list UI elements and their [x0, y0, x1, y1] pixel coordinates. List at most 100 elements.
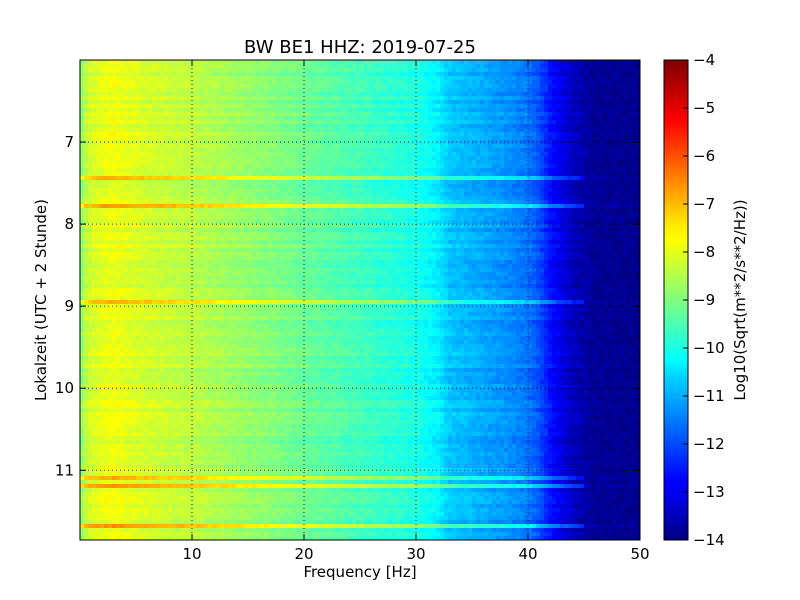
heatmap-cell [208, 92, 213, 97]
heatmap-cell [468, 96, 473, 101]
heatmap-cell [132, 140, 137, 145]
heatmap-cell [196, 156, 201, 161]
heatmap-cell [176, 108, 181, 113]
heatmap-cell [160, 188, 165, 193]
heatmap-cell [372, 60, 377, 65]
heatmap-cell [512, 80, 517, 85]
heatmap-cell [268, 188, 273, 193]
heatmap-cell [208, 64, 213, 69]
heatmap-cell [456, 164, 461, 169]
heatmap-cell [580, 148, 585, 153]
heatmap-cell [284, 200, 289, 205]
heatmap-cell [608, 140, 613, 145]
heatmap-cell [244, 140, 249, 145]
heatmap-cell [448, 88, 453, 93]
heatmap-cell [248, 124, 253, 129]
heatmap-cell [120, 124, 125, 129]
heatmap-cell [496, 192, 501, 197]
heatmap-cell [80, 92, 85, 97]
heatmap-cell [392, 160, 397, 165]
heatmap-cell [88, 192, 93, 197]
heatmap-cell [404, 172, 409, 177]
heatmap-cell [548, 104, 553, 109]
heatmap-cell [320, 60, 325, 65]
heatmap-cell [636, 116, 640, 121]
heatmap-cell [316, 148, 321, 153]
heatmap-cell [172, 96, 177, 101]
heatmap-cell [144, 180, 149, 185]
heatmap-cell [244, 172, 249, 177]
heatmap-cell [228, 112, 233, 117]
heatmap-cell [104, 184, 109, 189]
heatmap-cell [420, 200, 425, 205]
heatmap-cell [348, 116, 353, 121]
heatmap-cell [372, 144, 377, 149]
heatmap-cell [228, 180, 233, 185]
heatmap-cell [196, 124, 201, 129]
heatmap-cell [128, 196, 133, 201]
heatmap-cell [272, 152, 277, 157]
heatmap-cell [432, 176, 437, 181]
heatmap-cell [380, 72, 385, 77]
heatmap-cell [152, 176, 157, 181]
heatmap-cell [448, 168, 453, 173]
heatmap-cell [616, 96, 621, 101]
heatmap-cell [504, 92, 509, 97]
heatmap-cell [264, 176, 269, 181]
heatmap-cell [420, 192, 425, 197]
heatmap-cell [328, 84, 333, 89]
heatmap-cell [88, 64, 93, 69]
heatmap-cell [408, 184, 413, 189]
heatmap-cell [632, 96, 637, 101]
heatmap-cell [580, 120, 585, 125]
heatmap-cell [396, 68, 401, 73]
heatmap-cell [604, 104, 609, 109]
heatmap-cell [408, 124, 413, 129]
heatmap-cell [180, 148, 185, 153]
heatmap-cell [108, 180, 113, 185]
heatmap-cell [616, 108, 621, 113]
heatmap-cell [636, 172, 640, 177]
heatmap-cell [124, 132, 129, 137]
heatmap-cell [336, 176, 341, 181]
heatmap-cell [608, 144, 613, 149]
heatmap-cell [552, 120, 557, 125]
heatmap-cell [556, 132, 561, 137]
heatmap-cell [180, 176, 185, 181]
heatmap-cell [144, 148, 149, 153]
heatmap-cell [448, 128, 453, 133]
heatmap-cell [208, 136, 213, 141]
heatmap-cell [292, 112, 297, 117]
heatmap-cell [272, 92, 277, 97]
heatmap-cell [96, 164, 101, 169]
heatmap-cell [556, 60, 561, 65]
heatmap-cell [364, 196, 369, 201]
heatmap-cell [440, 104, 445, 109]
heatmap-cell [104, 188, 109, 193]
heatmap-cell [336, 64, 341, 69]
heatmap-cell [500, 104, 505, 109]
heatmap-cell [112, 128, 117, 133]
heatmap-cell [300, 96, 305, 101]
heatmap-cell [256, 156, 261, 161]
heatmap-cell [476, 88, 481, 93]
heatmap-cell [280, 136, 285, 141]
heatmap-cell [600, 84, 605, 89]
heatmap-cell [296, 180, 301, 185]
heatmap-cell [476, 180, 481, 185]
heatmap-cell [440, 168, 445, 173]
heatmap-cell [104, 120, 109, 125]
heatmap-cell [120, 200, 125, 205]
heatmap-cell [628, 80, 633, 85]
heatmap-cell [88, 92, 93, 97]
heatmap-cell [132, 160, 137, 165]
heatmap-cell [244, 108, 249, 113]
heatmap-cell [236, 128, 241, 133]
heatmap-cell [628, 112, 633, 117]
heatmap-cell [564, 104, 569, 109]
heatmap-cell [592, 124, 597, 129]
heatmap-cell [108, 108, 113, 113]
heatmap-cell [196, 144, 201, 149]
heatmap-cell [420, 104, 425, 109]
heatmap-cell [456, 76, 461, 81]
